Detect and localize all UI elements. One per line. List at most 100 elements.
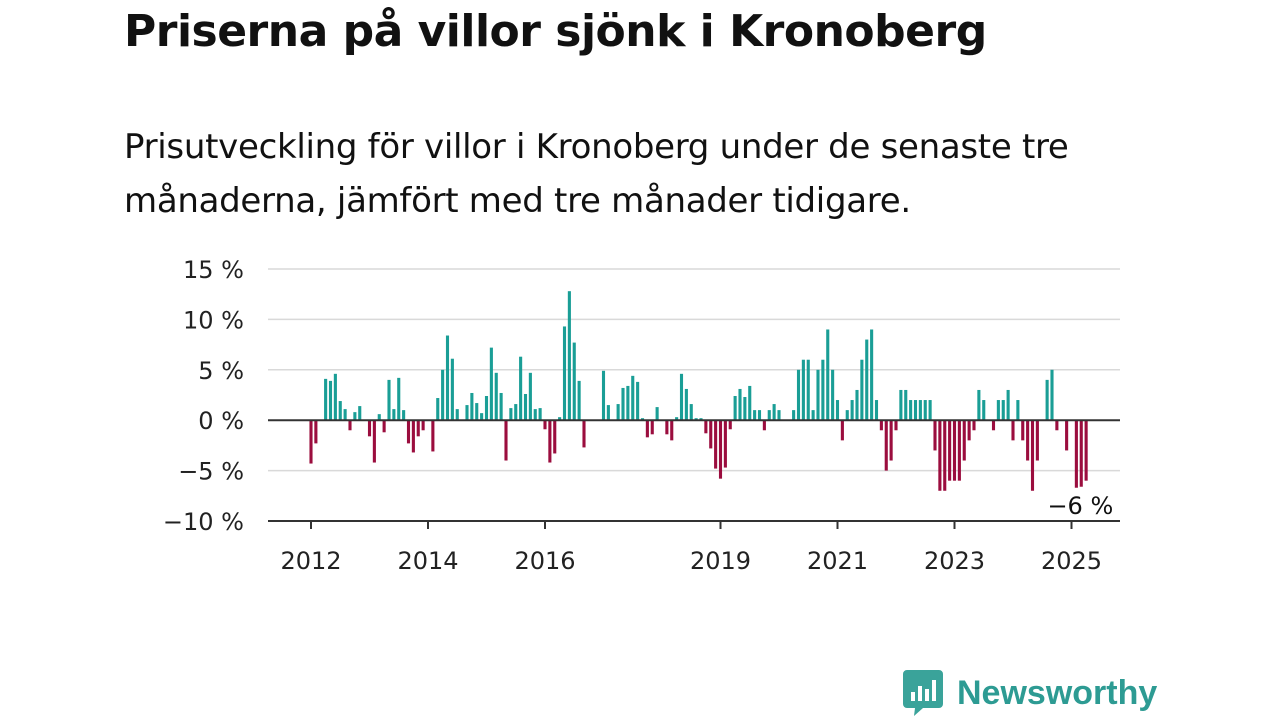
bar bbox=[348, 420, 352, 431]
y-axis-labels: 15 % 10 % 5 % 0 % −5 % −10 % bbox=[163, 256, 244, 536]
grid-lines bbox=[268, 268, 1120, 472]
bar bbox=[431, 420, 435, 452]
bar bbox=[441, 369, 445, 421]
bar bbox=[879, 420, 883, 431]
bar bbox=[392, 409, 396, 421]
bar bbox=[655, 407, 659, 421]
bar bbox=[606, 405, 610, 421]
bar bbox=[694, 418, 698, 421]
bar bbox=[436, 398, 440, 421]
bar bbox=[621, 387, 625, 421]
bar bbox=[748, 385, 752, 421]
bar bbox=[582, 420, 586, 448]
bar bbox=[1021, 420, 1025, 441]
bar bbox=[421, 420, 425, 431]
bar bbox=[353, 412, 357, 421]
bar bbox=[996, 400, 1000, 421]
bar bbox=[480, 413, 484, 421]
bar bbox=[743, 397, 747, 421]
bar bbox=[567, 291, 571, 421]
bar bbox=[982, 400, 986, 421]
bar bbox=[772, 404, 776, 421]
bar bbox=[835, 400, 840, 421]
bar bbox=[777, 410, 781, 421]
bar bbox=[328, 380, 333, 421]
bar bbox=[411, 420, 415, 453]
bar bbox=[509, 408, 513, 421]
bar bbox=[309, 420, 313, 464]
x-tick-label: 2019 bbox=[690, 547, 751, 575]
bar bbox=[845, 410, 849, 421]
last-value-label: −6 % bbox=[1047, 492, 1113, 520]
bar bbox=[489, 347, 493, 421]
bar bbox=[650, 420, 654, 435]
bar bbox=[343, 409, 347, 421]
y-tick-label: −10 % bbox=[163, 508, 244, 536]
bar bbox=[562, 326, 567, 421]
bar bbox=[874, 400, 879, 421]
bar bbox=[738, 388, 742, 421]
bar bbox=[475, 403, 479, 421]
x-axis-labels: 2012 2014 2016 2019 2021 2023 2025 bbox=[280, 521, 1102, 575]
bar bbox=[382, 420, 386, 433]
bar bbox=[1074, 420, 1078, 488]
bar bbox=[816, 369, 820, 421]
bar bbox=[450, 358, 454, 421]
bar bbox=[675, 417, 679, 421]
bar bbox=[918, 400, 922, 421]
bar bbox=[840, 420, 844, 441]
bar bbox=[1084, 420, 1088, 481]
bar bbox=[484, 396, 489, 421]
bar bbox=[636, 381, 640, 421]
bar bbox=[333, 373, 337, 421]
bar bbox=[1065, 420, 1069, 451]
bar bbox=[397, 377, 401, 421]
bar bbox=[938, 420, 942, 491]
bar bbox=[372, 420, 376, 463]
bar bbox=[1050, 369, 1054, 421]
bar bbox=[792, 410, 796, 421]
bar bbox=[909, 400, 913, 421]
bar bbox=[616, 404, 620, 421]
bar bbox=[831, 369, 835, 421]
bar bbox=[494, 372, 498, 421]
bar bbox=[1001, 400, 1005, 421]
bar bbox=[796, 369, 801, 421]
y-tick-label: 0 % bbox=[198, 407, 244, 435]
bar bbox=[821, 359, 825, 421]
bar bbox=[889, 420, 893, 461]
bar bbox=[679, 373, 684, 421]
bar bbox=[314, 420, 318, 444]
chart-title: Priserna på villor sjönk i Kronoberg bbox=[124, 6, 987, 57]
bar bbox=[1016, 400, 1020, 421]
bar bbox=[728, 420, 732, 430]
bar bbox=[533, 409, 537, 421]
bar bbox=[1045, 379, 1049, 421]
bar bbox=[718, 420, 723, 479]
bar bbox=[928, 400, 932, 421]
bar bbox=[1011, 420, 1015, 441]
bar bbox=[913, 400, 918, 421]
bar bbox=[884, 420, 888, 471]
bar bbox=[572, 342, 576, 421]
bar bbox=[523, 393, 528, 421]
annotations: −6 % bbox=[1045, 490, 1116, 523]
bar bbox=[699, 418, 703, 421]
bar bbox=[850, 400, 854, 421]
bar bbox=[923, 400, 927, 421]
bar bbox=[723, 420, 727, 468]
bar bbox=[899, 389, 903, 421]
bar bbox=[402, 410, 406, 421]
bar bbox=[367, 420, 372, 437]
bar bbox=[640, 418, 645, 421]
bar bbox=[967, 420, 971, 441]
bar bbox=[811, 410, 815, 421]
bar bbox=[670, 420, 674, 441]
bar bbox=[377, 414, 381, 421]
bar bbox=[1079, 420, 1083, 487]
bar-series bbox=[309, 291, 1088, 491]
bar bbox=[665, 420, 669, 435]
y-tick-label: 15 % bbox=[183, 256, 244, 284]
bar bbox=[948, 420, 952, 481]
